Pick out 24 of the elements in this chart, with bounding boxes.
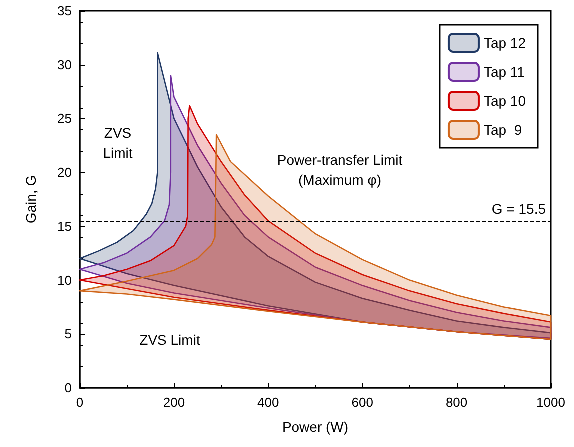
legend-label: Tap 12	[484, 35, 526, 51]
annotation: ZVS Limit	[103, 125, 133, 161]
legend-label: Tap 11	[484, 64, 526, 80]
y-tick-label: 20	[58, 165, 72, 180]
x-tick-label: 800	[446, 395, 468, 410]
y-tick-label: 30	[58, 57, 72, 72]
x-tick-label: 0	[76, 395, 84, 410]
y-tick-label: 15	[58, 218, 72, 234]
x-tick-label: 1000	[536, 395, 566, 410]
y-tick-label: 35	[58, 4, 72, 18]
x-axis-title: Power (W)	[282, 419, 349, 435]
y-tick-label: 25	[58, 111, 72, 126]
x-tick-label: 200	[163, 395, 186, 410]
annotation: Power-transfer Limit (Maximum φ)	[277, 152, 403, 188]
y-tick-label: 0	[64, 380, 72, 396]
x-tick-label: 400	[258, 395, 280, 410]
y-axis-title: Gain, G	[23, 175, 39, 224]
y-tick-label: 10	[58, 272, 72, 288]
x-tick-label: 600	[352, 395, 374, 410]
annotation: ZVS Limit	[140, 332, 200, 348]
legend-label: Tap 10	[484, 93, 526, 109]
y-tick-label: 5	[64, 326, 72, 342]
ref-line-label: G = 15.5	[492, 201, 546, 218]
legend-label: Tap 9	[484, 122, 522, 138]
